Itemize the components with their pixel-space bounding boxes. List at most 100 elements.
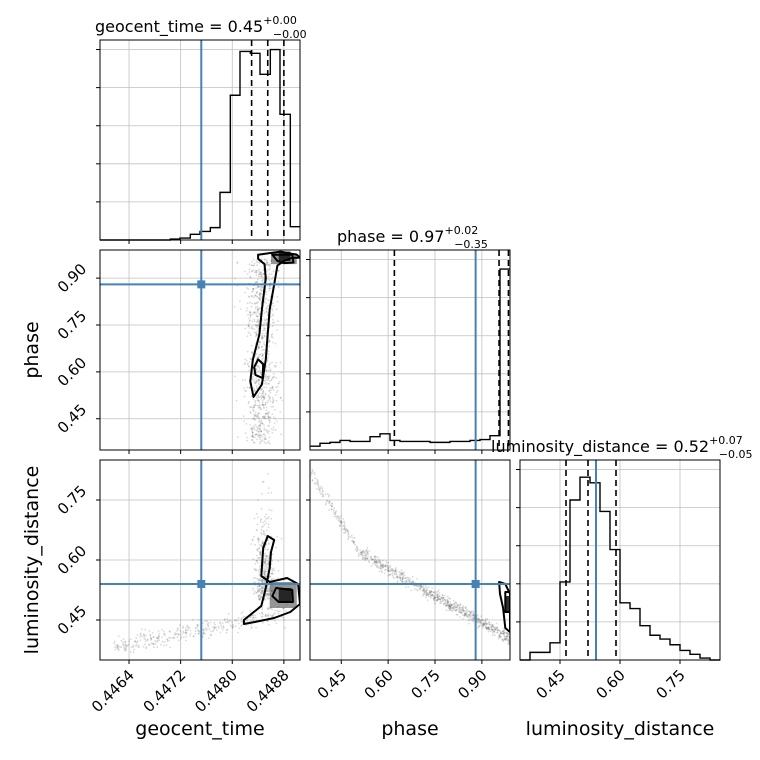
scatter-point bbox=[261, 589, 264, 592]
scatter-point bbox=[271, 309, 274, 312]
scatter-point bbox=[245, 422, 248, 425]
scatter-point bbox=[347, 538, 349, 540]
scatter-point bbox=[125, 647, 127, 650]
scatter-point bbox=[429, 597, 432, 599]
scatter-point bbox=[507, 643, 510, 645]
scatter-point bbox=[263, 571, 266, 574]
density-region-high bbox=[505, 596, 510, 612]
scatter-point bbox=[185, 632, 187, 635]
scatter-point bbox=[506, 637, 508, 640]
scatter-point bbox=[124, 641, 127, 643]
scatter-point bbox=[275, 308, 278, 311]
scatter-point bbox=[360, 551, 363, 554]
scatter-point bbox=[258, 392, 261, 395]
scatter-point bbox=[269, 416, 272, 419]
scatter-point bbox=[266, 566, 268, 568]
scatter-point bbox=[451, 609, 454, 612]
scatter-point bbox=[331, 505, 333, 507]
scatter-point bbox=[459, 603, 462, 605]
scatter-point bbox=[150, 639, 153, 641]
scatter-point bbox=[264, 613, 267, 616]
scatter-point bbox=[504, 637, 507, 640]
scatter-point bbox=[486, 626, 488, 629]
scatter-point bbox=[396, 575, 398, 577]
scatter-point bbox=[259, 425, 262, 427]
scatter-point bbox=[260, 272, 263, 275]
scatter-point bbox=[412, 580, 415, 583]
scatter-point bbox=[251, 313, 254, 316]
scatter-point bbox=[318, 486, 320, 489]
scatter-point bbox=[124, 648, 127, 651]
scatter-point bbox=[228, 620, 231, 623]
scatter-point bbox=[502, 630, 505, 633]
scatter-point bbox=[272, 302, 274, 305]
scatter-point bbox=[437, 594, 440, 597]
scatter-point bbox=[247, 325, 250, 327]
scatter-point bbox=[265, 563, 268, 565]
scatter-point bbox=[258, 598, 261, 601]
scatter-point bbox=[433, 595, 436, 597]
scatter-point bbox=[252, 290, 254, 292]
scatter-point bbox=[266, 517, 269, 520]
scatter-point bbox=[255, 332, 258, 335]
scatter-point bbox=[257, 323, 260, 325]
scatter-point bbox=[382, 559, 384, 562]
scatter-point bbox=[354, 548, 357, 551]
scatter-point bbox=[482, 624, 484, 627]
scatter-point bbox=[263, 322, 266, 324]
scatter-point bbox=[437, 598, 440, 600]
scatter-point bbox=[137, 644, 140, 647]
scatter-point bbox=[257, 366, 260, 368]
scatter-point bbox=[317, 481, 319, 483]
scatter-point bbox=[263, 273, 265, 275]
scatter-point bbox=[249, 315, 252, 318]
scatter-point bbox=[249, 334, 252, 337]
scatter-point bbox=[459, 616, 461, 618]
scatter-point bbox=[169, 646, 172, 649]
scatter-point bbox=[221, 622, 224, 624]
scatter-point bbox=[255, 380, 258, 383]
scatter-point bbox=[469, 611, 472, 614]
scatter-point bbox=[258, 544, 261, 546]
scatter-point bbox=[437, 593, 439, 596]
scatter-point bbox=[266, 259, 268, 261]
scatter-point bbox=[268, 273, 271, 276]
scatter-point bbox=[114, 648, 116, 651]
scatter-point bbox=[274, 619, 276, 622]
scatter-point bbox=[272, 613, 275, 615]
scatter-point bbox=[255, 287, 258, 289]
scatter-point bbox=[438, 592, 441, 594]
scatter-point bbox=[272, 567, 275, 570]
scatter-point bbox=[275, 622, 278, 625]
scatter-point bbox=[161, 640, 164, 643]
scatter-point bbox=[268, 592, 271, 595]
scatter-point bbox=[426, 587, 429, 590]
scatter-point bbox=[258, 419, 261, 421]
scatter-point bbox=[466, 611, 469, 613]
scatter-point bbox=[260, 579, 262, 582]
scatter-point bbox=[488, 628, 490, 631]
scatter-point bbox=[380, 565, 382, 568]
scatter-point bbox=[259, 433, 261, 436]
truth-marker-geocent_time-phase bbox=[197, 280, 206, 289]
scatter-point bbox=[252, 614, 255, 617]
scatter-point bbox=[257, 378, 260, 381]
scatter-point bbox=[261, 612, 263, 615]
scatter-point bbox=[428, 591, 431, 594]
scatter-point bbox=[244, 615, 247, 618]
scatter-point bbox=[202, 635, 204, 638]
scatter-point bbox=[366, 551, 369, 553]
scatter-point bbox=[328, 502, 330, 505]
scatter-point bbox=[505, 631, 508, 634]
scatter-point bbox=[267, 487, 270, 490]
scatter-point bbox=[261, 585, 264, 588]
ytick-label-luminosity_distance-2: 0.75 bbox=[54, 482, 90, 518]
scatter-point bbox=[257, 404, 260, 407]
scatter-point bbox=[258, 589, 260, 592]
scatter-point bbox=[270, 578, 273, 581]
scatter-point bbox=[254, 414, 257, 416]
scatter-point bbox=[447, 601, 450, 603]
scatter-point bbox=[243, 387, 246, 389]
scatter-point bbox=[371, 558, 374, 561]
scatter-point bbox=[490, 628, 493, 631]
